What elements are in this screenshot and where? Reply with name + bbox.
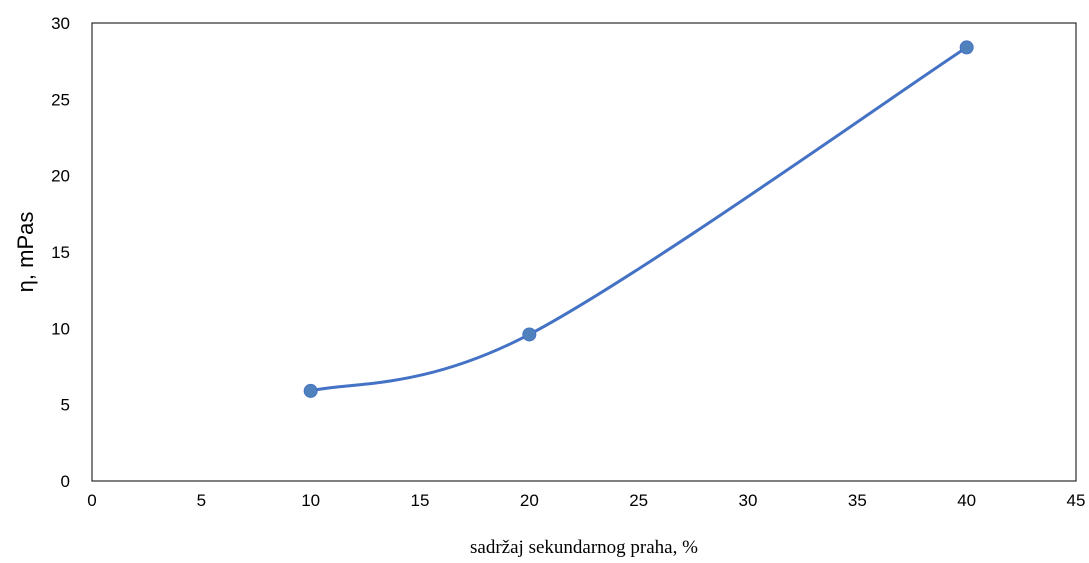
x-tick-label: 15 [411, 491, 430, 510]
data-point [522, 327, 537, 342]
data-point [303, 383, 318, 398]
x-axis-label: sadržaj sekundarnog praha, % [470, 537, 698, 558]
x-tick-label: 20 [520, 491, 539, 510]
y-tick-label: 25 [51, 90, 70, 109]
x-tick-label: 25 [629, 491, 648, 510]
x-tick-label: 30 [739, 491, 758, 510]
plot-frame [91, 22, 1077, 482]
y-tick-label: 5 [61, 396, 70, 415]
x-tick-labels: 0 5 10 15 20 25 30 35 40 45 [87, 491, 1085, 510]
data-points [303, 40, 974, 398]
data-point [959, 40, 974, 55]
x-tick-label: 35 [848, 491, 867, 510]
x-tick-label: 0 [87, 491, 96, 510]
y-tick-label: 30 [51, 14, 70, 33]
x-tick-label: 40 [957, 491, 976, 510]
y-tick-label: 15 [51, 243, 70, 262]
x-tick-label: 5 [197, 491, 206, 510]
y-tick-label: 20 [51, 167, 70, 186]
x-tick-label: 10 [301, 491, 320, 510]
x-tick-label: 45 [1067, 491, 1086, 510]
y-tick-label: 10 [51, 319, 70, 338]
y-axis-label: η, mPas [13, 212, 38, 293]
series-line [310, 46, 968, 393]
y-tick-labels: 0 5 10 15 20 25 30 [51, 14, 70, 491]
y-tick-label: 0 [61, 472, 70, 491]
